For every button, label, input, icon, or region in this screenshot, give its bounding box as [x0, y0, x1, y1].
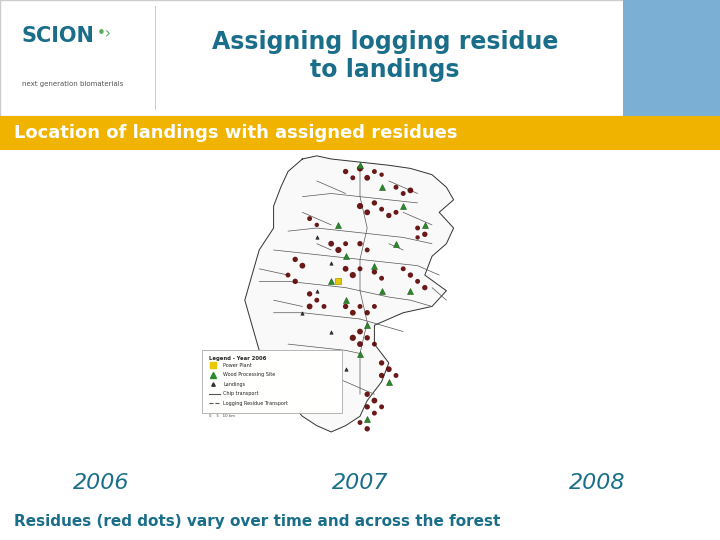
Point — [354, 327, 366, 336]
Point — [318, 302, 330, 310]
Text: Landings: Landings — [223, 382, 246, 387]
Text: Legend - Year 2006: Legend - Year 2006 — [209, 356, 266, 361]
Point — [340, 302, 351, 310]
Point — [412, 233, 423, 242]
Text: Residues (red dots) vary over time and across the forest: Residues (red dots) vary over time and a… — [14, 514, 501, 529]
Point — [304, 214, 315, 223]
Text: Wood Processing Site: Wood Processing Site — [223, 373, 276, 377]
Point — [397, 265, 409, 273]
Point — [289, 255, 301, 264]
Point — [311, 296, 323, 305]
Point — [325, 239, 337, 248]
Point — [361, 424, 373, 433]
Point — [361, 173, 373, 182]
Point — [369, 199, 380, 207]
Point — [390, 371, 402, 380]
Point — [340, 265, 351, 273]
Text: Chip transport: Chip transport — [223, 391, 258, 396]
Point — [412, 224, 423, 232]
Point — [405, 186, 416, 195]
Point — [361, 246, 373, 254]
Point — [347, 334, 359, 342]
Point — [376, 274, 387, 282]
Point — [354, 340, 366, 348]
Point — [289, 277, 301, 286]
Point — [361, 334, 373, 342]
Point — [369, 409, 380, 417]
Point — [361, 208, 373, 217]
Point — [376, 402, 387, 411]
Bar — [623, 0, 720, 116]
Point — [369, 302, 380, 310]
Point — [340, 167, 351, 176]
Point — [390, 183, 402, 192]
Point — [369, 396, 380, 405]
Point — [405, 271, 416, 279]
Point — [340, 239, 351, 248]
Point — [282, 271, 294, 279]
Point — [376, 170, 387, 179]
Text: Assigning logging residue
to landings: Assigning logging residue to landings — [212, 30, 559, 82]
Point — [304, 302, 315, 310]
Point — [304, 289, 315, 298]
Bar — [202, 350, 342, 413]
Point — [361, 402, 373, 411]
Text: SCION: SCION — [22, 25, 94, 45]
Point — [376, 359, 387, 367]
Polygon shape — [245, 156, 454, 432]
Point — [376, 371, 387, 380]
Point — [354, 164, 366, 173]
Text: Location of landings with assigned residues: Location of landings with assigned resid… — [14, 124, 458, 142]
Point — [383, 211, 395, 220]
Text: 2008: 2008 — [570, 472, 626, 493]
Point — [361, 390, 373, 399]
Point — [419, 284, 431, 292]
Point — [412, 277, 423, 286]
Point — [390, 208, 402, 217]
Point — [354, 302, 366, 310]
Text: 0    5   10 km: 0 5 10 km — [209, 414, 235, 418]
Text: 2007: 2007 — [332, 472, 388, 493]
Point — [354, 202, 366, 211]
Point — [354, 265, 366, 273]
Point — [419, 230, 431, 239]
Point — [369, 268, 380, 276]
Bar — [155, 6, 156, 110]
Point — [361, 308, 373, 317]
Text: Power Plant: Power Plant — [223, 363, 252, 368]
Point — [297, 261, 308, 270]
Text: next generation biomaterials: next generation biomaterials — [22, 81, 123, 87]
Text: 2006: 2006 — [73, 472, 129, 493]
Point — [333, 246, 344, 254]
Point — [383, 365, 395, 374]
Text: •›: •› — [97, 25, 112, 40]
Point — [369, 167, 380, 176]
Point — [347, 308, 359, 317]
Point — [354, 418, 366, 427]
Point — [347, 173, 359, 182]
Text: Logging Residue Transport: Logging Residue Transport — [223, 401, 288, 406]
Point — [354, 239, 366, 248]
Point — [311, 220, 323, 229]
Point — [397, 189, 409, 198]
Point — [369, 340, 380, 348]
Point — [347, 271, 359, 279]
Point — [376, 205, 387, 213]
